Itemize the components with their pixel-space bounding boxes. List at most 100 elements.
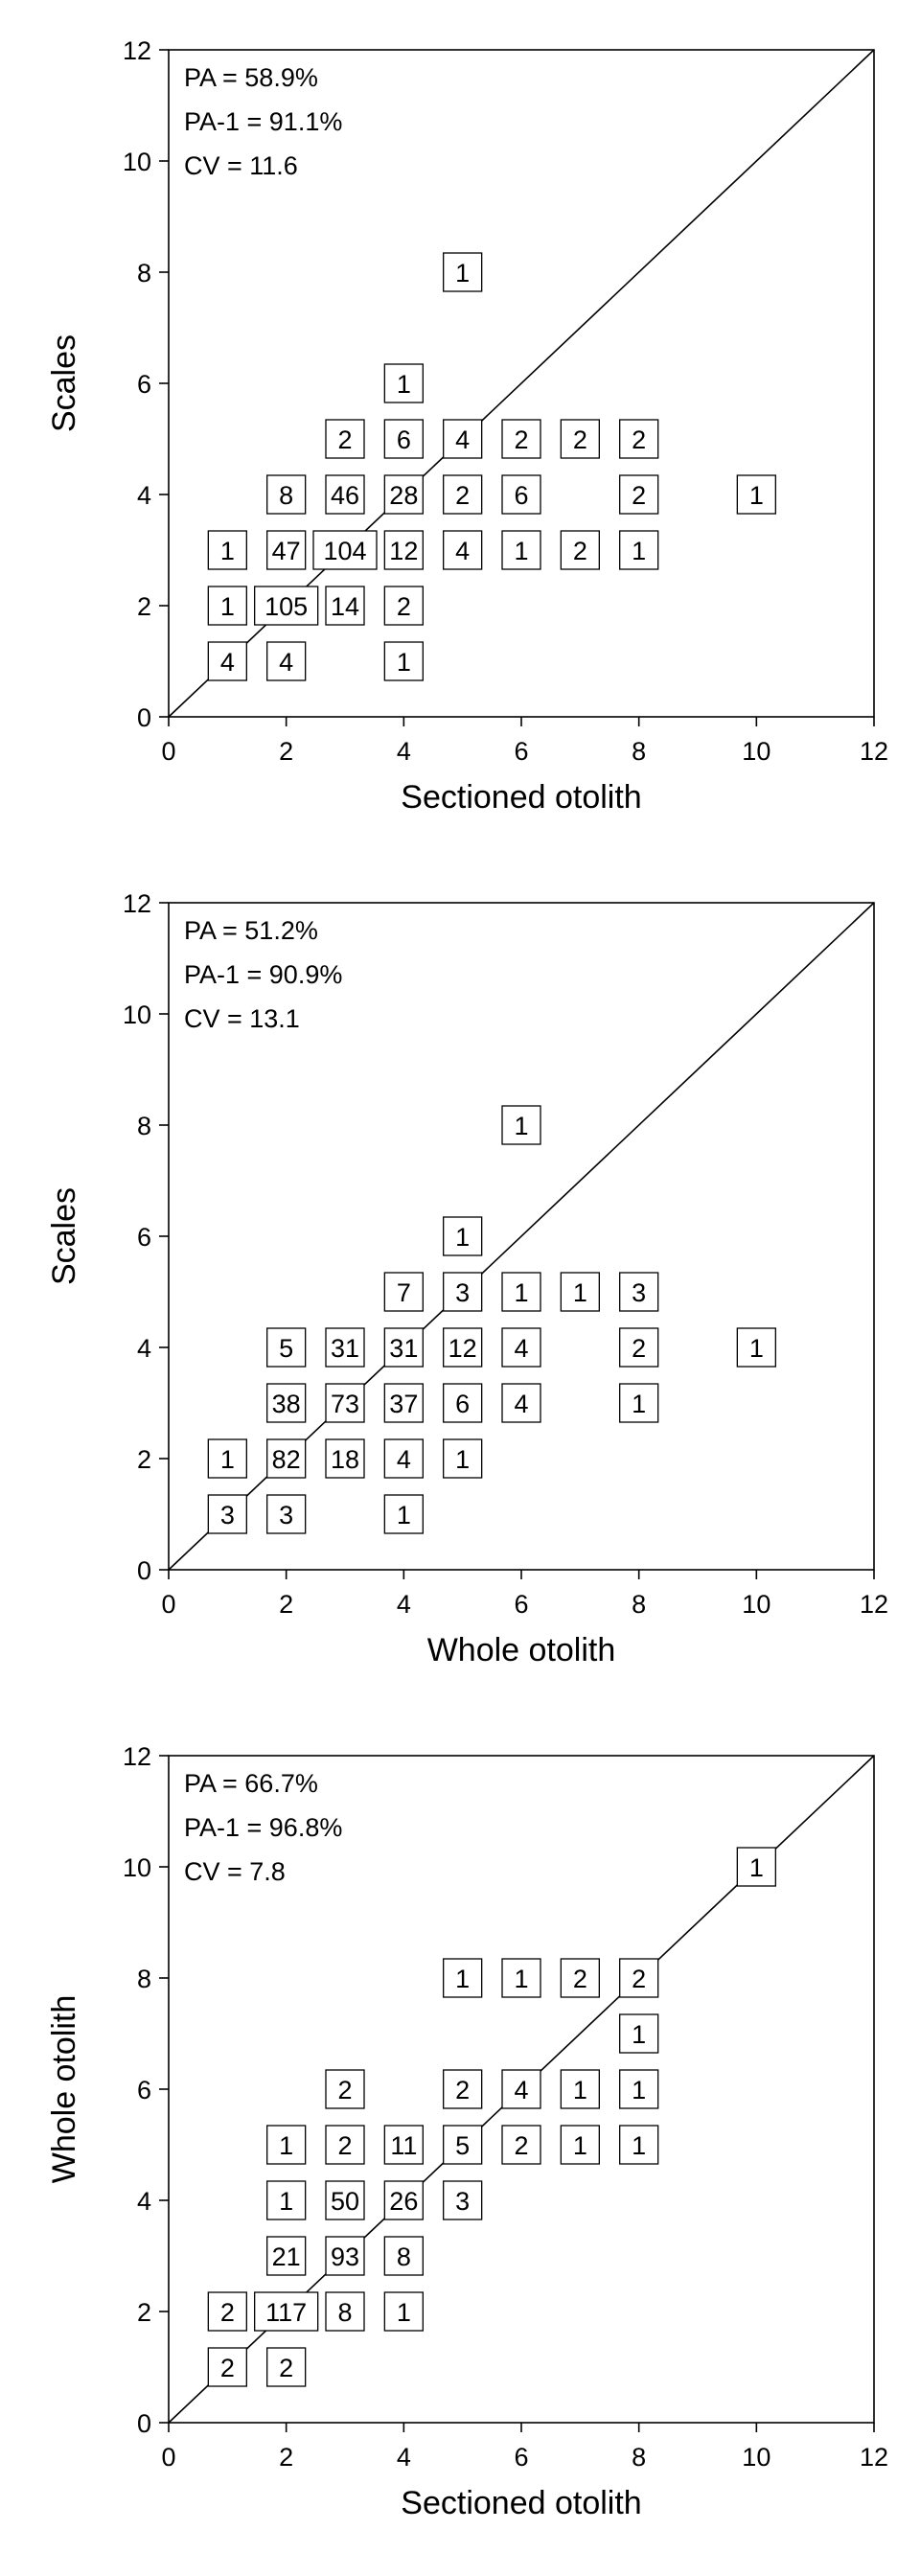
x-tick-label: 10 bbox=[742, 737, 770, 766]
count-label: 4 bbox=[279, 648, 293, 677]
count-box: 28 bbox=[383, 474, 424, 515]
count-box: 1 bbox=[619, 2125, 659, 2165]
count-box: 1 bbox=[501, 1105, 541, 1145]
count-box: 82 bbox=[266, 1438, 307, 1479]
count-box-frame bbox=[312, 530, 378, 570]
count-label: 4 bbox=[455, 426, 470, 454]
count-box: 31 bbox=[325, 1327, 365, 1368]
count-box-frame bbox=[325, 586, 365, 626]
count-box: 21 bbox=[266, 2236, 307, 2276]
count-label: 104 bbox=[323, 537, 366, 565]
count-box: 2 bbox=[619, 1958, 659, 1998]
count-label: 1 bbox=[220, 592, 235, 621]
count-box-frame bbox=[443, 2180, 483, 2220]
x-tick-label: 8 bbox=[632, 2443, 646, 2472]
count-label: 2 bbox=[337, 2076, 352, 2104]
count-box-frame bbox=[443, 1383, 483, 1423]
y-axis-title: Scales bbox=[46, 334, 82, 432]
count-box-frame bbox=[266, 2125, 307, 2165]
count-label: 1 bbox=[397, 1501, 411, 1530]
count-label: 3 bbox=[455, 1278, 470, 1307]
count-label: 1 bbox=[455, 259, 470, 288]
count-box: 2 bbox=[443, 2069, 483, 2109]
count-label: 4 bbox=[514, 2076, 528, 2104]
count-label: 2 bbox=[514, 2131, 528, 2160]
count-label: 1 bbox=[397, 370, 411, 399]
count-box-frame bbox=[383, 1272, 424, 1312]
x-tick-label: 12 bbox=[860, 1590, 888, 1619]
count-label: 18 bbox=[331, 1445, 359, 1474]
count-box: 1 bbox=[443, 1958, 483, 1998]
count-box: 1 bbox=[443, 252, 483, 292]
count-box-frame bbox=[207, 641, 247, 681]
count-box-frame bbox=[266, 1383, 307, 1423]
count-box-frame bbox=[325, 474, 365, 515]
count-label: 7 bbox=[397, 1278, 411, 1307]
count-box-frame bbox=[383, 2125, 424, 2165]
stat-annotation: PA = 66.7% bbox=[184, 1769, 318, 1798]
count-label: 6 bbox=[397, 426, 411, 454]
count-box-frame bbox=[443, 1272, 483, 1312]
count-box-frame bbox=[560, 419, 600, 459]
count-box-frame bbox=[254, 586, 319, 626]
count-box: 93 bbox=[325, 2236, 365, 2276]
count-box-frame bbox=[501, 419, 541, 459]
count-box: 26 bbox=[383, 2180, 424, 2220]
count-box: 2 bbox=[560, 530, 600, 570]
y-tick-label: 12 bbox=[123, 36, 151, 65]
count-box-frame bbox=[619, 1958, 659, 1998]
count-box-frame bbox=[383, 641, 424, 681]
count-box-frame bbox=[325, 2291, 365, 2332]
count-box-frame bbox=[619, 530, 659, 570]
count-label: 2 bbox=[573, 1965, 587, 1993]
count-box-frame bbox=[619, 1327, 659, 1368]
count-box-frame bbox=[443, 530, 483, 570]
count-box-frame bbox=[266, 530, 307, 570]
count-label: 4 bbox=[397, 1445, 411, 1474]
count-label: 4 bbox=[514, 1334, 528, 1363]
count-label: 2 bbox=[279, 2354, 293, 2382]
count-box: 3 bbox=[207, 1494, 247, 1534]
count-box-frame bbox=[501, 1105, 541, 1145]
y-tick-label: 8 bbox=[137, 259, 151, 288]
count-label: 50 bbox=[331, 2187, 359, 2216]
count-box: 7 bbox=[383, 1272, 424, 1312]
count-label: 14 bbox=[331, 592, 359, 621]
count-box: 3 bbox=[443, 2180, 483, 2220]
x-tick-label: 2 bbox=[279, 737, 293, 766]
count-box: 11 bbox=[383, 2125, 424, 2165]
count-box: 2 bbox=[325, 419, 365, 459]
count-box-frame bbox=[619, 1272, 659, 1312]
count-box: 1 bbox=[443, 1438, 483, 1479]
y-tick-label: 12 bbox=[123, 889, 151, 918]
count-box: 1 bbox=[619, 2069, 659, 2109]
count-box: 2 bbox=[501, 2125, 541, 2165]
count-label: 5 bbox=[455, 2131, 470, 2160]
count-box: 117 bbox=[254, 2291, 319, 2332]
x-tick-label: 4 bbox=[397, 1590, 411, 1619]
count-box: 2 bbox=[619, 1327, 659, 1368]
count-label: 1 bbox=[632, 1390, 646, 1418]
count-label: 31 bbox=[389, 1334, 418, 1363]
count-label: 4 bbox=[220, 648, 235, 677]
count-label: 2 bbox=[397, 592, 411, 621]
count-box-frame bbox=[560, 530, 600, 570]
count-box-frame bbox=[325, 1327, 365, 1368]
count-label: 2 bbox=[455, 2076, 470, 2104]
count-box-frame bbox=[443, 1216, 483, 1256]
count-box-frame bbox=[383, 474, 424, 515]
count-box: 1 bbox=[619, 530, 659, 570]
count-box: 1 bbox=[501, 1958, 541, 1998]
count-box: 1 bbox=[736, 1327, 776, 1368]
count-box-frame bbox=[266, 2180, 307, 2220]
count-box-frame bbox=[207, 530, 247, 570]
count-box: 31 bbox=[383, 1327, 424, 1368]
count-label: 3 bbox=[455, 2187, 470, 2216]
y-tick-label: 0 bbox=[137, 2409, 151, 2438]
count-label: 1 bbox=[514, 1965, 528, 1993]
count-label: 12 bbox=[448, 1334, 477, 1363]
count-box-frame bbox=[560, 2069, 600, 2109]
y-tick-label: 0 bbox=[137, 703, 151, 732]
count-label: 1 bbox=[749, 481, 764, 510]
